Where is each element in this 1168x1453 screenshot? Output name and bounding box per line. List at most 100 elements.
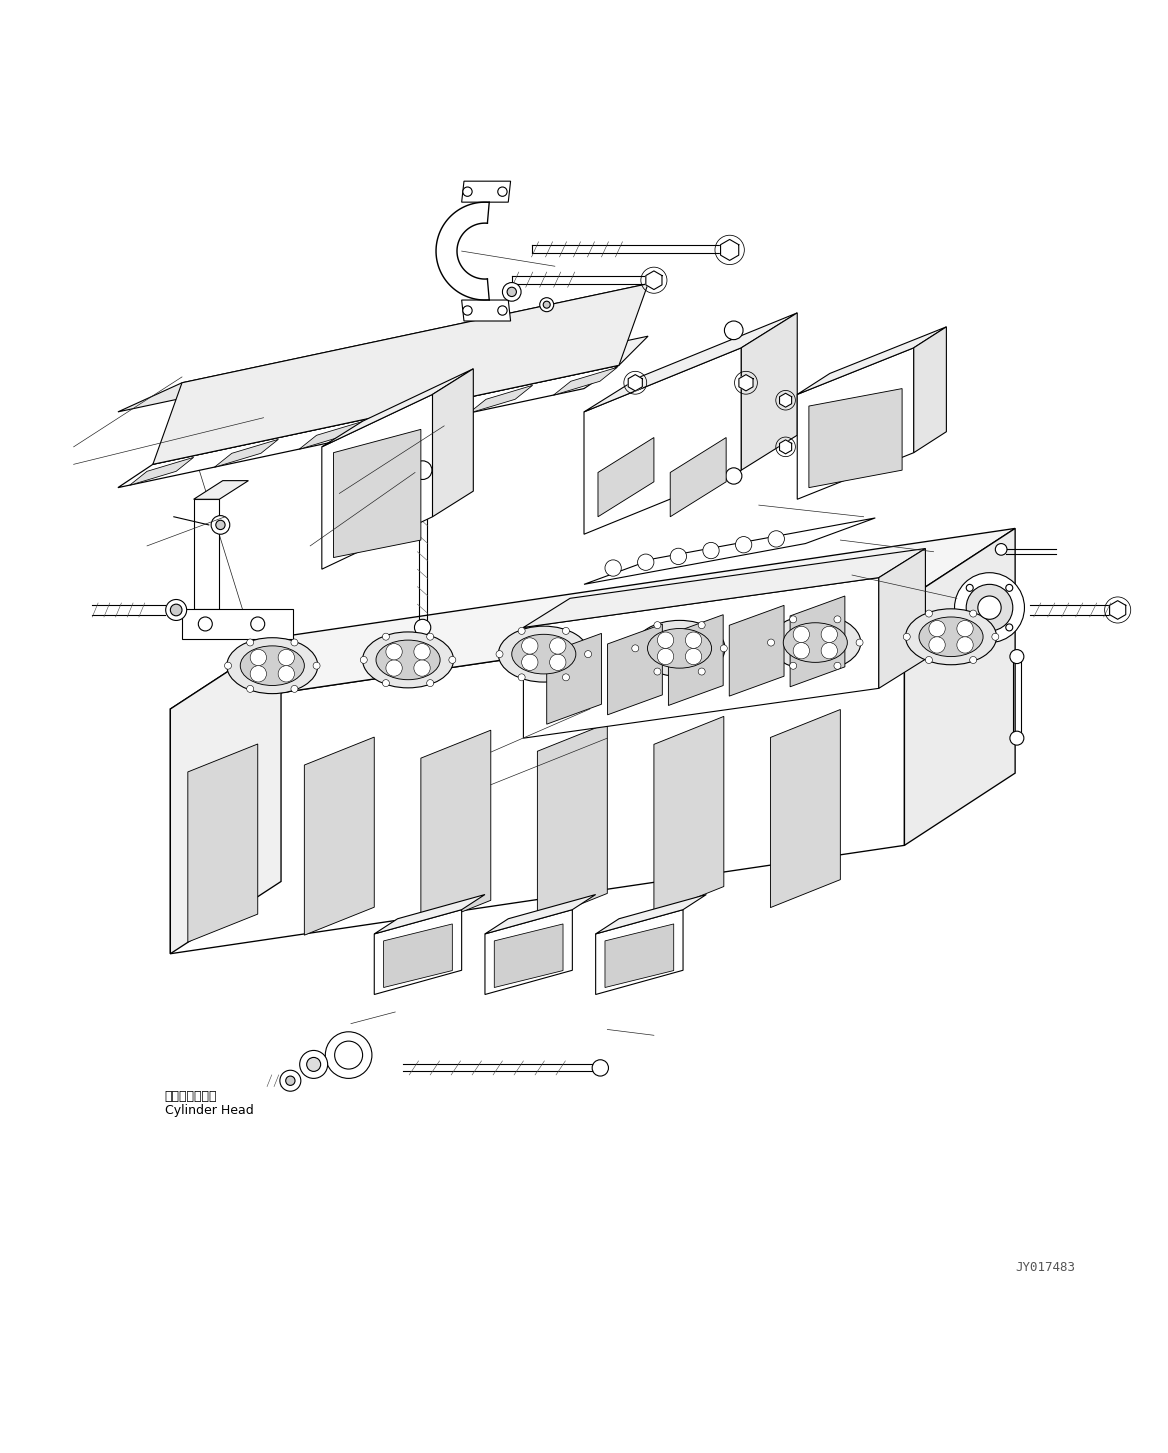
Polygon shape — [334, 430, 420, 558]
Ellipse shape — [376, 641, 440, 680]
Polygon shape — [1110, 600, 1126, 619]
Polygon shape — [742, 312, 798, 471]
Circle shape — [563, 628, 570, 635]
Text: Cylinder Head: Cylinder Head — [165, 1104, 253, 1117]
Polygon shape — [171, 600, 904, 953]
Circle shape — [1006, 584, 1013, 591]
Circle shape — [1006, 623, 1013, 631]
Text: JY017483: JY017483 — [1015, 1261, 1075, 1274]
Ellipse shape — [499, 626, 589, 681]
Circle shape — [250, 649, 266, 665]
Circle shape — [969, 657, 976, 664]
Circle shape — [522, 638, 538, 654]
Circle shape — [992, 634, 999, 641]
Circle shape — [790, 663, 797, 670]
Polygon shape — [809, 388, 902, 488]
Circle shape — [638, 554, 654, 571]
Circle shape — [957, 620, 973, 636]
Polygon shape — [554, 368, 618, 395]
Ellipse shape — [227, 638, 318, 693]
Circle shape — [449, 657, 456, 664]
Circle shape — [767, 639, 774, 647]
Circle shape — [502, 282, 521, 301]
Circle shape — [793, 626, 809, 642]
Circle shape — [385, 644, 402, 660]
Circle shape — [166, 600, 187, 620]
Polygon shape — [598, 437, 654, 517]
Polygon shape — [779, 394, 792, 407]
Circle shape — [291, 639, 298, 647]
Circle shape — [995, 543, 1007, 555]
Polygon shape — [779, 440, 792, 453]
Circle shape — [382, 680, 389, 687]
Circle shape — [550, 654, 566, 670]
Circle shape — [654, 622, 661, 629]
Circle shape — [698, 622, 705, 629]
Circle shape — [307, 1058, 321, 1071]
Circle shape — [543, 301, 550, 308]
Circle shape — [790, 616, 797, 623]
Circle shape — [507, 288, 516, 296]
Polygon shape — [153, 283, 648, 465]
Polygon shape — [374, 910, 461, 994]
Circle shape — [326, 1032, 371, 1078]
Circle shape — [171, 604, 182, 616]
Circle shape — [925, 610, 932, 618]
Circle shape — [654, 668, 661, 676]
Circle shape — [821, 626, 837, 642]
Ellipse shape — [647, 629, 711, 668]
Circle shape — [360, 657, 367, 664]
Polygon shape — [118, 283, 648, 411]
Circle shape — [703, 542, 719, 559]
Circle shape — [211, 516, 230, 535]
Circle shape — [957, 636, 973, 652]
Ellipse shape — [770, 615, 861, 670]
Circle shape — [969, 610, 976, 618]
Circle shape — [300, 1051, 328, 1078]
Polygon shape — [322, 369, 473, 448]
Polygon shape — [485, 895, 596, 934]
Polygon shape — [485, 910, 572, 994]
Circle shape — [199, 618, 213, 631]
Polygon shape — [468, 385, 533, 413]
Circle shape — [291, 686, 298, 693]
Circle shape — [721, 645, 728, 652]
Polygon shape — [607, 623, 662, 715]
Polygon shape — [153, 336, 648, 465]
Circle shape — [966, 623, 973, 631]
Circle shape — [498, 187, 507, 196]
Polygon shape — [384, 404, 447, 432]
Circle shape — [415, 619, 431, 635]
Circle shape — [251, 618, 265, 631]
Circle shape — [522, 654, 538, 670]
Polygon shape — [214, 439, 278, 468]
Polygon shape — [523, 549, 925, 628]
Circle shape — [670, 548, 687, 565]
Polygon shape — [798, 327, 946, 394]
Polygon shape — [646, 270, 662, 289]
Text: シリンダヘッド: シリンダヘッド — [165, 1090, 217, 1103]
Ellipse shape — [512, 635, 576, 674]
Circle shape — [519, 628, 526, 635]
Circle shape — [724, 321, 743, 340]
Circle shape — [563, 674, 570, 681]
Polygon shape — [188, 744, 258, 942]
Ellipse shape — [634, 620, 725, 676]
Polygon shape — [878, 549, 925, 689]
Circle shape — [954, 572, 1024, 642]
Polygon shape — [299, 421, 363, 449]
Circle shape — [658, 632, 674, 648]
Circle shape — [382, 634, 389, 641]
Polygon shape — [494, 924, 563, 988]
Ellipse shape — [919, 618, 983, 657]
Circle shape — [498, 305, 507, 315]
Circle shape — [496, 651, 503, 658]
Circle shape — [519, 674, 526, 681]
Polygon shape — [194, 500, 220, 609]
Polygon shape — [798, 347, 913, 500]
Polygon shape — [374, 895, 485, 934]
Circle shape — [224, 663, 231, 670]
Circle shape — [821, 642, 837, 658]
Circle shape — [280, 1071, 301, 1091]
Circle shape — [426, 680, 433, 687]
